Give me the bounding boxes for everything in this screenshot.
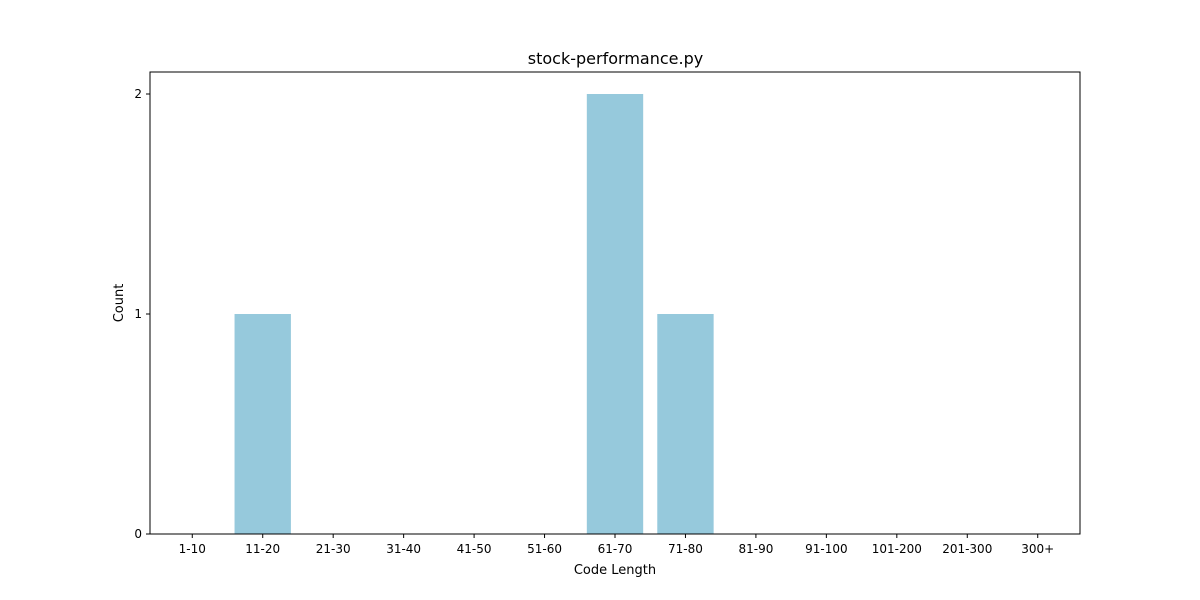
x-tick-label: 91-100 [805, 542, 848, 556]
x-tick-label: 300+ [1021, 542, 1054, 556]
x-tick-label: 81-90 [738, 542, 773, 556]
chart-title: stock-performance.py [528, 49, 703, 68]
x-tick-label: 1-10 [179, 542, 206, 556]
bars-group [234, 94, 714, 534]
x-tick-label: 201-300 [942, 542, 992, 556]
x-tick-label: 41-50 [457, 542, 492, 556]
x-tick-label: 101-200 [872, 542, 922, 556]
bar-11-20 [234, 314, 291, 534]
y-axis-label: Count [112, 284, 127, 323]
y-tick-label: 0 [134, 527, 142, 541]
bar-71-80 [657, 314, 714, 534]
x-axis-ticks: 1-10 11-20 21-30 31-40 41-50 51-60 61-70 71-80 8… [179, 534, 1054, 556]
x-tick-label: 21-30 [316, 542, 351, 556]
bar-61-70 [586, 94, 644, 534]
x-tick-label: 31-40 [386, 542, 421, 556]
x-tick-label: 61-70 [598, 542, 633, 556]
y-tick-label: 2 [134, 87, 142, 101]
x-tick-label: 11-20 [245, 542, 280, 556]
y-tick-label: 1 [134, 307, 142, 321]
x-tick-label: 71-80 [668, 542, 703, 556]
x-axis-label: Code Length [574, 563, 656, 578]
x-tick-label: 51-60 [527, 542, 562, 556]
y-axis-ticks: 0 1 2 [134, 87, 150, 541]
